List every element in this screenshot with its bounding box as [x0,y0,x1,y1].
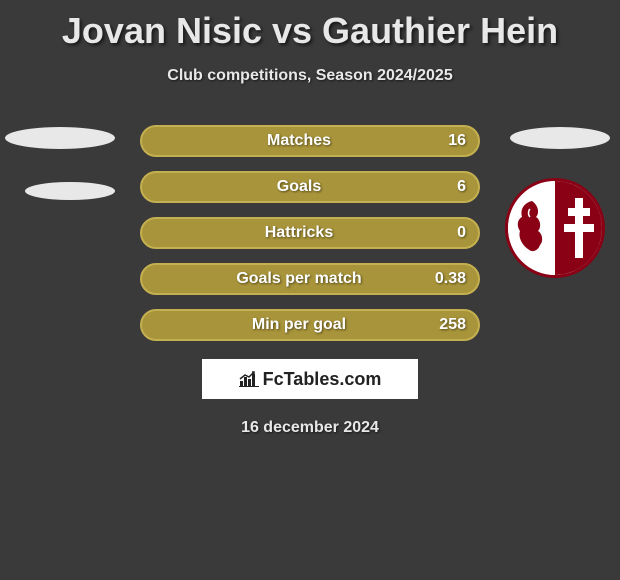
stat-label: Goals [142,178,426,196]
stat-value: 16 [426,132,466,150]
stat-row-min-per-goal: Min per goal 258 [140,309,480,341]
footer-date: 16 december 2024 [0,419,620,437]
stats-list: Matches 16 Goals 6 Hattricks 0 Goals per… [0,125,620,341]
stat-value: 258 [426,316,466,334]
watermark-text: FcTables.com [263,369,382,390]
page-title: Jovan Nisic vs Gauthier Hein [0,0,620,52]
stat-value: 0.38 [426,270,466,288]
stat-row-hattricks: Hattricks 0 [140,217,480,249]
stat-value: 0 [426,224,466,242]
stat-label: Min per goal [142,316,426,334]
stat-row-goals: Goals 6 [140,171,480,203]
stat-row-goals-per-match: Goals per match 0.38 [140,263,480,295]
stat-label: Hattricks [142,224,426,242]
watermark: FcTables.com [202,359,418,399]
stat-label: Matches [142,132,426,150]
stat-value: 6 [426,178,466,196]
stat-label: Goals per match [142,270,426,288]
bar-chart-icon [239,371,259,387]
page-subtitle: Club competitions, Season 2024/2025 [0,67,620,85]
stat-row-matches: Matches 16 [140,125,480,157]
